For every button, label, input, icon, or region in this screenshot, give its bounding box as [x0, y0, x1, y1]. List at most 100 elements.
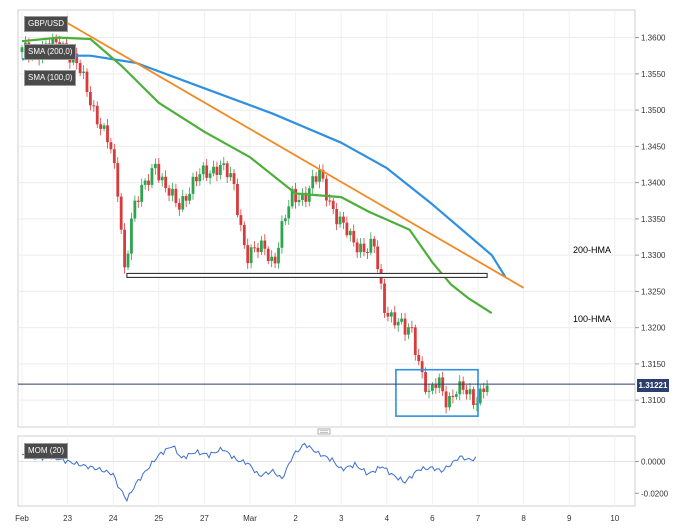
- candle-body: [328, 200, 332, 202]
- candle-body: [112, 149, 116, 164]
- candle-body: [424, 372, 427, 392]
- hma200-line: [21, 54, 507, 278]
- candle-body: [301, 192, 304, 201]
- last-price-tag: 1.31221: [637, 379, 669, 392]
- candle-body: [444, 391, 448, 408]
- y-tick-label: 1.3100: [641, 396, 666, 405]
- candle-body: [195, 176, 198, 182]
- candle-body: [294, 188, 297, 203]
- y-tick-label: -0.0200: [641, 489, 669, 498]
- candle-body: [458, 381, 462, 395]
- candle-body: [82, 71, 85, 74]
- candle-body: [389, 312, 393, 317]
- sma100-label[interactable]: SMA (100,0): [24, 70, 77, 86]
- x-tick-label: 10: [610, 514, 619, 523]
- candle-body: [249, 247, 253, 264]
- candle-body: [171, 188, 174, 196]
- y-tick-label: 1.3300: [641, 251, 666, 260]
- y-tick-label: 1.3200: [641, 324, 666, 333]
- candle-body: [417, 354, 421, 362]
- y-tick-label: 1.3500: [641, 106, 666, 115]
- y-tick-label: 1.3350: [641, 215, 666, 224]
- x-tick-label: 2: [293, 514, 298, 523]
- x-tick-label: 8: [521, 514, 526, 523]
- candle-body: [386, 312, 390, 317]
- candle-body: [437, 377, 441, 388]
- candle-body: [232, 173, 236, 184]
- candle-body: [410, 327, 414, 329]
- candle-body: [198, 174, 202, 182]
- candle-body: [160, 176, 164, 181]
- candle-body: [393, 312, 397, 326]
- candle-body: [157, 163, 161, 181]
- candle-body: [126, 253, 130, 268]
- mom-line: [21, 442, 477, 503]
- candle-body: [482, 388, 486, 392]
- candle-body: [130, 218, 133, 254]
- support-line: [126, 272, 488, 278]
- candle-body: [273, 256, 277, 264]
- candle-body: [369, 238, 373, 253]
- candle-body: [143, 180, 147, 185]
- x-tick-label: Mar: [243, 514, 257, 523]
- candle-body: [99, 124, 103, 129]
- candle-body: [260, 240, 263, 252]
- candle-body: [383, 283, 386, 313]
- candle-body: [280, 221, 284, 248]
- y-tick-label: 1.3450: [641, 142, 666, 151]
- candle-body: [150, 168, 154, 185]
- candle-body: [191, 176, 195, 194]
- range-box: [395, 368, 479, 417]
- candle-body: [215, 166, 219, 175]
- candle-body: [427, 390, 431, 392]
- candle-body: [290, 188, 294, 207]
- y-tick-label: 1.3550: [641, 70, 666, 79]
- candle-body: [270, 256, 274, 262]
- candle-body: [451, 396, 455, 398]
- candle-body: [205, 165, 209, 178]
- resistance-trendline: [67, 22, 525, 289]
- x-tick-label: Feb: [15, 514, 29, 523]
- candle-body: [287, 206, 291, 219]
- x-tick-label: 25: [154, 514, 163, 523]
- candle-body: [54, 38, 58, 43]
- candle-body: [468, 389, 472, 395]
- candle-body: [201, 165, 205, 175]
- candle-body: [362, 243, 366, 252]
- mom-label[interactable]: MOM (20): [24, 443, 68, 459]
- candle-body: [164, 176, 168, 189]
- candle-body: [123, 229, 126, 268]
- candle-body: [136, 200, 140, 202]
- candle-body: [413, 327, 417, 355]
- candle-body: [396, 321, 400, 326]
- candles: [20, 33, 489, 414]
- candle-body: [355, 242, 359, 253]
- candle-body: [478, 388, 482, 404]
- symbol-label[interactable]: GBP/USD: [24, 16, 69, 32]
- sma200-label[interactable]: SMA (200,0): [24, 44, 77, 60]
- x-tick-label: 3: [339, 514, 344, 523]
- candle-body: [177, 203, 181, 210]
- candle-body: [461, 381, 465, 390]
- candle-body: [297, 200, 301, 203]
- candle-body: [311, 176, 315, 189]
- x-tick-label: 6: [430, 514, 435, 523]
- candle-body: [266, 248, 270, 262]
- candle-body: [133, 200, 137, 219]
- candle-body: [181, 196, 185, 210]
- candle-body: [174, 188, 178, 204]
- candle-body: [431, 384, 434, 391]
- candle-body: [85, 71, 89, 93]
- x-tick-label: 9: [567, 514, 572, 523]
- candle-body: [324, 178, 328, 201]
- candle-body: [345, 222, 349, 236]
- candle-body: [342, 216, 345, 223]
- candle-body: [147, 180, 150, 185]
- momentum-series: [18, 442, 635, 503]
- candle-body: [263, 240, 267, 249]
- candle-body: [256, 247, 260, 252]
- candle-body: [184, 196, 188, 201]
- candle-body: [218, 165, 222, 175]
- panel-resize-handle[interactable]: [317, 428, 331, 435]
